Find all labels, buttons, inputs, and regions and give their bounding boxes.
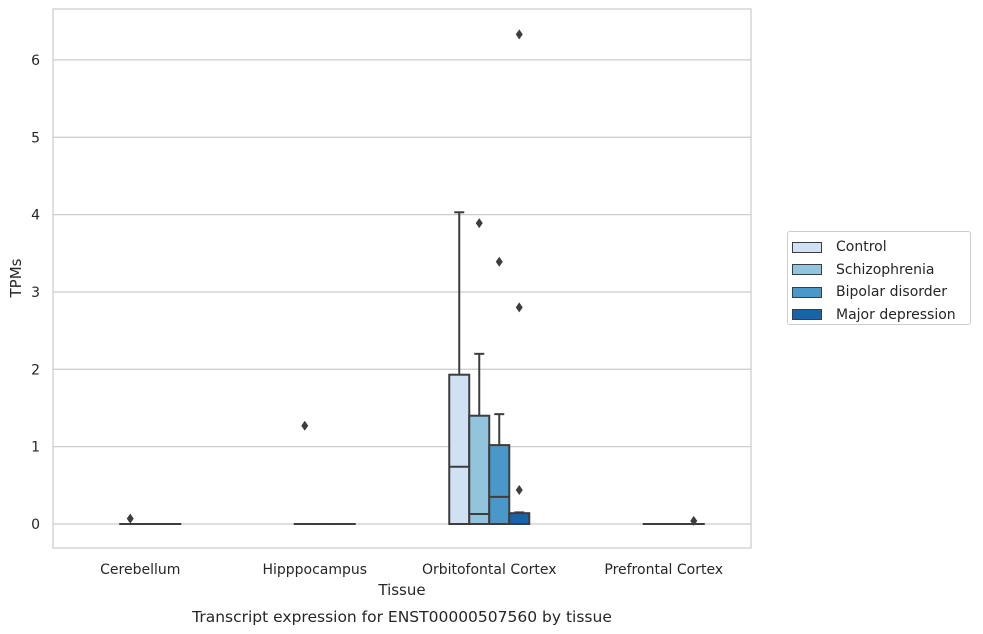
y-tick-labels: 0 1 2 3 4 5 6 <box>31 53 40 533</box>
y-tick-label-6: 6 <box>31 53 40 69</box>
chart-title: Transcript expression for ENST0000050756… <box>191 608 612 626</box>
legend-swatch-control <box>792 241 822 253</box>
x-tick-label-1: Hipppocampus <box>262 562 367 578</box>
grid-lines <box>53 59 751 525</box>
plot-frame <box>52 8 752 549</box>
box-1-2 <box>468 218 491 525</box>
legend-swatch-schizophrenia <box>792 264 822 276</box>
box-body <box>508 512 531 526</box>
y-axis-label: TPMs <box>7 258 25 298</box>
legend-item-bipolar-disorder: Bipolar disorder <box>788 281 970 304</box>
y-tick-label-4: 4 <box>31 208 40 224</box>
legend: Control Schizophrenia Bipolar disorder M… <box>787 231 971 325</box>
legend-label-major-depression: Major depression <box>836 306 956 323</box>
box-1-0 <box>119 513 142 526</box>
outlier-point <box>690 515 698 526</box>
outlier-point <box>515 484 523 495</box>
x-tick-labels: Cerebellum Hipppocampus Orbitofontal Corte… <box>100 562 723 578</box>
box-body <box>448 373 471 526</box>
outlier-point <box>495 256 503 267</box>
x-tick-label-2: Orbitofontal Cortex <box>422 562 557 578</box>
box-body <box>488 444 511 525</box>
legend-label-bipolar-disorder: Bipolar disorder <box>836 284 948 301</box>
y-tick-label-3: 3 <box>31 285 40 301</box>
outlier-point <box>301 420 309 431</box>
legend-label-schizophrenia: Schizophrenia <box>836 261 935 278</box>
y-tick-label-5: 5 <box>31 130 40 146</box>
outlier-point <box>126 513 134 524</box>
box-3-3 <box>682 515 705 526</box>
legend-item-major-depression: Major depression <box>788 304 970 327</box>
x-tick-label-0: Cerebellum <box>100 562 180 578</box>
box-1-1 <box>293 420 316 526</box>
box-2-2 <box>488 256 511 525</box>
y-tick-label-2: 2 <box>31 362 40 378</box>
y-tick-label-1: 1 <box>31 440 40 456</box>
legend-item-schizophrenia: Schizophrenia <box>788 259 970 282</box>
box-3-2 <box>508 29 531 526</box>
outlier-point <box>515 302 523 313</box>
legend-swatch-bipolar-disorder <box>792 286 822 298</box>
y-tick-label-0: 0 <box>31 517 40 533</box>
outlier-point <box>515 29 523 40</box>
x-axis-label: Tissue <box>377 581 425 599</box>
legend-label-control: Control <box>836 239 887 256</box>
x-tick-label-3: Prefrontal Cortex <box>604 562 723 578</box>
outlier-point <box>475 218 483 229</box>
legend-item-control: Control <box>788 236 970 259</box>
box-0-2 <box>448 211 471 526</box>
box-body <box>468 414 491 525</box>
legend-swatch-major-depression <box>792 309 822 321</box>
box-layer <box>119 29 705 526</box>
